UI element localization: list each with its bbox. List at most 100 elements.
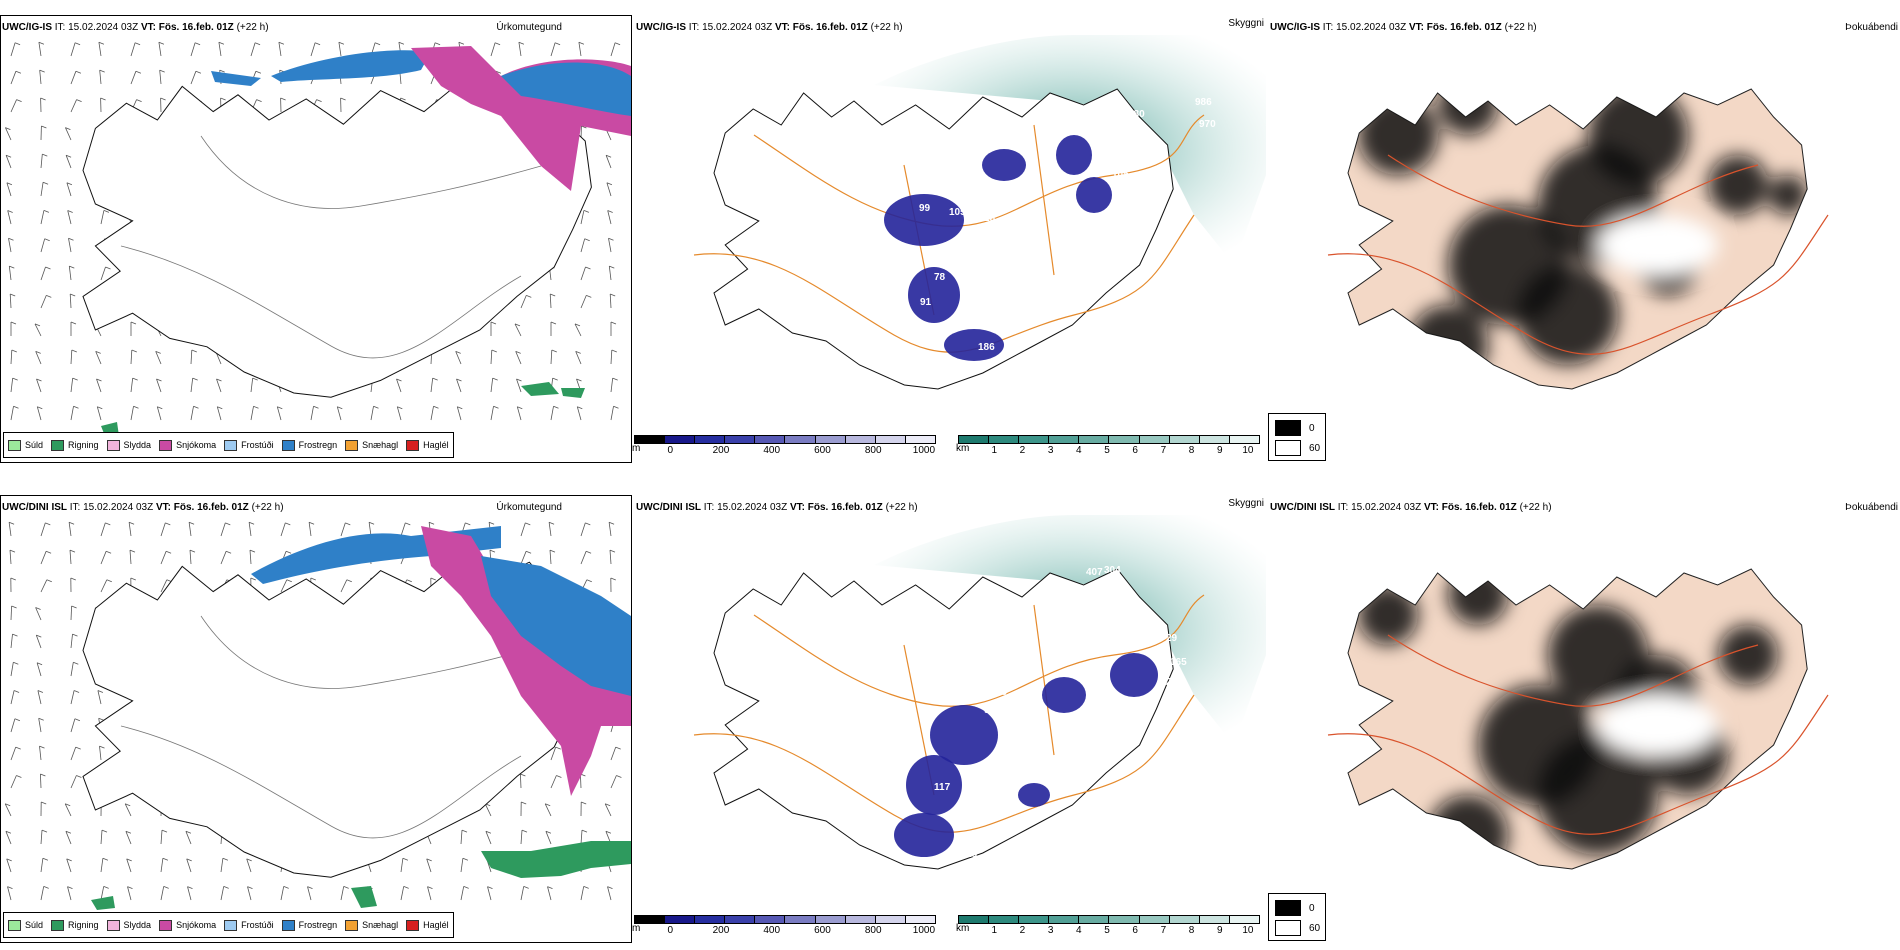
cloud-height-label: 120: [1059, 813, 1076, 824]
it-label: IT:: [1337, 502, 1349, 513]
legend-item: Snæhagl: [345, 919, 399, 931]
model-name: UWC/DINI ISL: [636, 502, 701, 513]
legend-label: Snæhagl: [362, 920, 399, 930]
vt-label: VT:: [140, 22, 156, 33]
cloud-height-label: 92: [984, 705, 996, 716]
model-name: UWC/IG-IS: [2, 22, 52, 33]
colorbar-tick-label: 10: [1242, 445, 1254, 456]
panel-title: Skyggni: [1228, 498, 1264, 509]
legend-swatch: [224, 919, 238, 931]
colorbar-ticks: 1 2 3 4 5 6 7 8 9 10: [958, 444, 1260, 456]
cloud-height-label: 165: [1170, 657, 1187, 668]
colorbar-swatch: [665, 436, 696, 443]
colorbar-swatch: [1049, 916, 1080, 923]
colorbar-swatch: [725, 436, 756, 443]
legend-item: Súld: [8, 919, 43, 931]
header-clouds-2: UWC/DINI ISL IT: 15.02.2024 03Z VT: Fös.…: [636, 498, 1264, 513]
legend-label: Snjókoma: [176, 920, 217, 930]
colorbar-swatch: [1169, 916, 1200, 923]
legend-black-value: 0: [1309, 902, 1315, 914]
colorbar-tick-label: 200: [712, 445, 730, 456]
cloud-height-label: 78: [934, 272, 946, 283]
legend-item: Frostúði: [224, 439, 274, 451]
colorbar-tick-label: 9: [1216, 445, 1223, 456]
header-fog-1: UWC/IG-IS IT: 15.02.2024 03Z VT: Fös. 16…: [1270, 22, 1898, 33]
fog-panel-2: 0 60: [1268, 495, 1900, 943]
header-precip-1: UWC/IG-IS IT: 15.02.2024 03Z VT: Fös. 16…: [2, 22, 562, 33]
colorbar-swatch: [1019, 436, 1050, 443]
cloud-height-label: 105: [949, 207, 966, 218]
fog-map-1: [1327, 88, 1829, 390]
colorbar-swatch: [875, 916, 906, 923]
colorbar-tick-label: 4: [1076, 925, 1082, 936]
legend-item: Snjókoma: [159, 439, 216, 451]
legend-black-value: 0: [1309, 422, 1315, 434]
cloud-height-label: 287: [1082, 107, 1099, 118]
cloud-height-label: 100: [1114, 183, 1131, 194]
colorbar-swatch: [755, 916, 786, 923]
legend-swatch: [159, 439, 173, 451]
legend-item: Slydda: [106, 439, 151, 451]
model-name: UWC/DINI ISL: [1270, 502, 1335, 513]
legend-label: Frostúði: [241, 440, 274, 450]
cloud-height-label: 113: [979, 213, 996, 224]
colorbar-swatch: [635, 436, 666, 443]
colorbar-tick-label: 4: [1076, 445, 1082, 456]
legend-item: Haglél: [406, 919, 449, 931]
legend-label: Haglél: [423, 920, 449, 930]
model-name: UWC/DINI ISL: [2, 502, 67, 513]
colorbar-tick-label: 2: [1019, 445, 1026, 456]
legend-swatch: [345, 919, 359, 931]
precip-legend-1: Súld Rigning Slydda Snjókoma Frostúði Frostre…: [3, 432, 454, 458]
it-label: IT:: [1322, 22, 1334, 33]
colorbar-tick-label: 10: [1242, 925, 1254, 936]
legend-swatch: [281, 919, 295, 931]
colorbar-tick-label: 800: [864, 445, 882, 456]
colorbar-tick-label: 1: [991, 445, 998, 456]
clouds-panel-1: 99 105 97 113 78 91 186 287 196 280 986 970 105 100 0…: [632, 15, 1266, 463]
colorbar-tick-label: 5: [1104, 445, 1110, 456]
legend-item: Rigning: [51, 919, 99, 931]
cloud-height-label: 28: [1082, 634, 1094, 645]
vt-value: Fös. 16.feb. 01Z: [173, 502, 249, 513]
cloud-height-label: 299: [1166, 677, 1183, 688]
it-label: IT:: [54, 22, 66, 33]
colorbar-swatch: [845, 916, 876, 923]
colorbar-swatch: [815, 916, 846, 923]
colorbar-swatch: [989, 436, 1020, 443]
header-precip-2: UWC/DINI ISL IT: 15.02.2024 03Z VT: Fös.…: [2, 502, 562, 513]
legend-black-box: [1275, 420, 1301, 436]
cloud-height-label: 84: [1117, 633, 1129, 644]
colorbar-swatch: [815, 436, 846, 443]
vt-label: VT:: [774, 22, 790, 33]
lead-time: (+22 h): [1504, 22, 1537, 33]
colorbar-tick-label: 600: [814, 925, 831, 936]
cloud-height-label: 99: [996, 687, 1008, 698]
vt-value: Fös. 16.feb. 01Z: [792, 22, 868, 33]
colorbar-swatch: [905, 436, 935, 443]
colorbar-swatch: [1199, 436, 1230, 443]
cloud-height-label: 113: [954, 817, 971, 828]
colorbar-swatch: [1229, 916, 1259, 923]
colorbar-tick-label: 400: [763, 925, 781, 936]
cloud-height-label: 99: [919, 203, 931, 214]
legend-swatch: [8, 439, 21, 451]
legend-swatch: [224, 439, 238, 451]
colorbar-swatch: [1079, 916, 1110, 923]
fog-map-2: [1327, 568, 1829, 870]
vt-label: VT:: [1423, 502, 1439, 513]
colorbar-swatch: [1079, 436, 1110, 443]
legend-label: Frostregn: [298, 440, 338, 450]
colorbar-swatch: [905, 916, 935, 923]
panel-title: Úrkomutegund: [496, 502, 562, 513]
colorbar-swatch: [695, 916, 726, 923]
cloud-height-label: 280: [1128, 109, 1145, 120]
colorbar-strip: [958, 435, 1260, 444]
colorbar-unit: m: [632, 923, 641, 934]
legend-item: Snjókoma: [159, 919, 217, 931]
colorbar-swatch: [1049, 436, 1080, 443]
fog-legend-2: 0 60: [1268, 893, 1326, 941]
lead-time: (+22 h): [236, 22, 269, 33]
